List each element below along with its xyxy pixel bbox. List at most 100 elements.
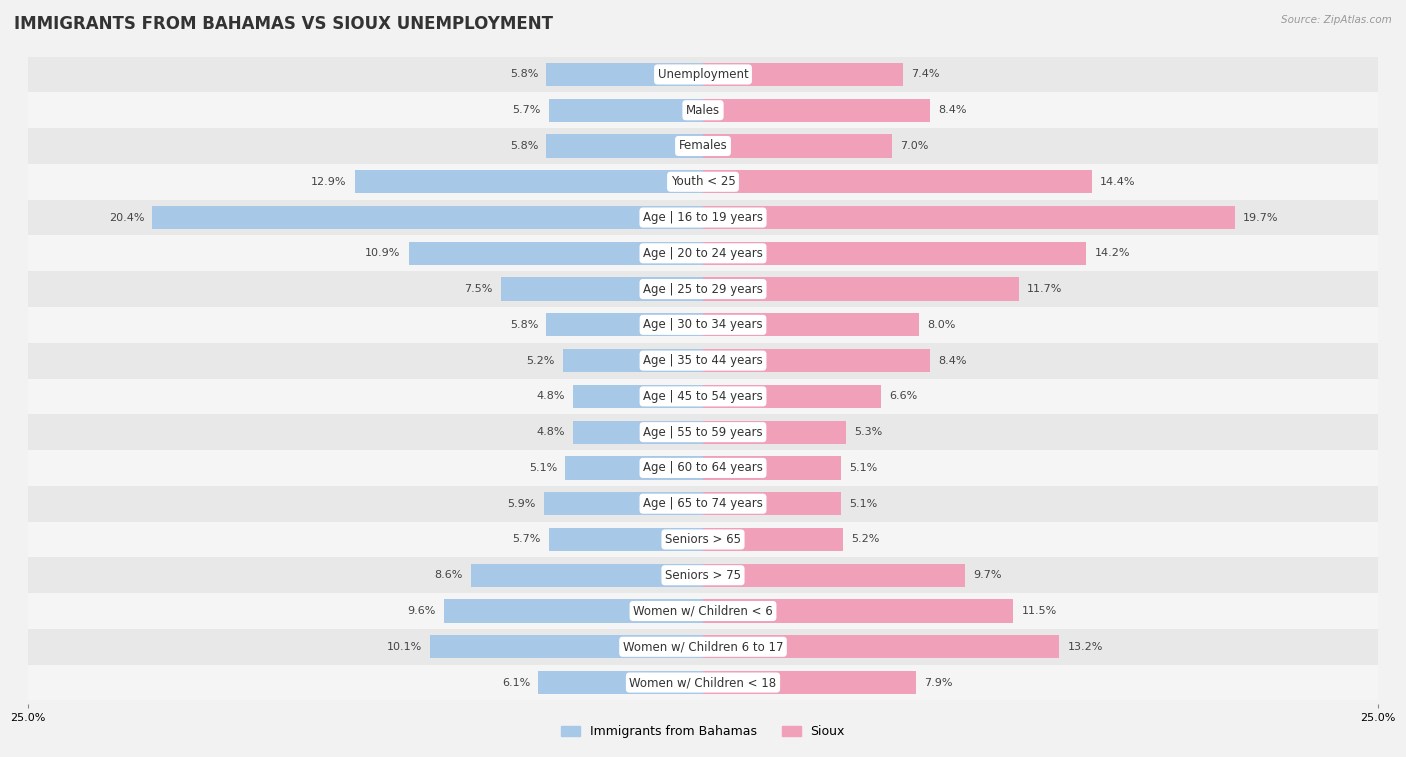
Text: 7.5%: 7.5% [464,284,492,294]
Text: 5.8%: 5.8% [510,141,538,151]
FancyBboxPatch shape [28,593,1378,629]
FancyBboxPatch shape [28,57,1378,92]
Text: 9.6%: 9.6% [408,606,436,616]
Text: IMMIGRANTS FROM BAHAMAS VS SIOUX UNEMPLOYMENT: IMMIGRANTS FROM BAHAMAS VS SIOUX UNEMPLO… [14,15,553,33]
Text: Women w/ Children 6 to 17: Women w/ Children 6 to 17 [623,640,783,653]
Bar [703,492,841,516]
Bar [703,600,1014,622]
Text: Age | 65 to 74 years: Age | 65 to 74 years [643,497,763,510]
Bar [574,421,703,444]
Text: 11.7%: 11.7% [1026,284,1063,294]
Bar [471,564,703,587]
Bar [550,528,703,551]
FancyBboxPatch shape [28,486,1378,522]
Bar [547,135,703,157]
Bar [703,206,1234,229]
Text: Unemployment: Unemployment [658,68,748,81]
Text: Seniors > 75: Seniors > 75 [665,569,741,581]
Text: Age | 16 to 19 years: Age | 16 to 19 years [643,211,763,224]
Text: Women w/ Children < 18: Women w/ Children < 18 [630,676,776,689]
FancyBboxPatch shape [28,450,1378,486]
Bar [703,385,882,408]
FancyBboxPatch shape [28,307,1378,343]
Text: 5.7%: 5.7% [513,105,541,115]
FancyBboxPatch shape [28,378,1378,414]
Text: 4.8%: 4.8% [537,391,565,401]
Text: 7.0%: 7.0% [900,141,928,151]
Bar [547,63,703,86]
Text: 5.8%: 5.8% [510,70,538,79]
Bar [409,241,703,265]
Bar [703,671,917,694]
Text: Youth < 25: Youth < 25 [671,176,735,188]
Bar [703,349,929,372]
FancyBboxPatch shape [28,235,1378,271]
Text: Age | 25 to 29 years: Age | 25 to 29 years [643,282,763,295]
FancyBboxPatch shape [28,164,1378,200]
Text: 5.8%: 5.8% [510,320,538,330]
Bar [703,98,929,122]
Text: Age | 60 to 64 years: Age | 60 to 64 years [643,462,763,475]
Bar [562,349,703,372]
Text: Age | 55 to 59 years: Age | 55 to 59 years [643,425,763,438]
Text: 11.5%: 11.5% [1022,606,1057,616]
Text: Age | 45 to 54 years: Age | 45 to 54 years [643,390,763,403]
FancyBboxPatch shape [28,414,1378,450]
Bar [703,528,844,551]
Text: 8.6%: 8.6% [434,570,463,580]
Legend: Immigrants from Bahamas, Sioux: Immigrants from Bahamas, Sioux [555,721,851,743]
FancyBboxPatch shape [28,557,1378,593]
Text: 5.1%: 5.1% [849,463,877,473]
Text: 6.1%: 6.1% [502,678,530,687]
FancyBboxPatch shape [28,200,1378,235]
Text: 14.4%: 14.4% [1099,177,1135,187]
Bar [703,241,1087,265]
Bar [354,170,703,193]
Text: 19.7%: 19.7% [1243,213,1278,223]
Text: 8.4%: 8.4% [938,105,966,115]
Bar [430,635,703,659]
Text: 9.7%: 9.7% [973,570,1001,580]
Text: 5.9%: 5.9% [508,499,536,509]
Text: Women w/ Children < 6: Women w/ Children < 6 [633,605,773,618]
Text: Seniors > 65: Seniors > 65 [665,533,741,546]
FancyBboxPatch shape [28,128,1378,164]
FancyBboxPatch shape [28,271,1378,307]
Bar [703,63,903,86]
Bar [703,421,846,444]
Text: Age | 20 to 24 years: Age | 20 to 24 years [643,247,763,260]
Text: 5.3%: 5.3% [855,427,883,437]
Text: Females: Females [679,139,727,152]
Bar [544,492,703,516]
Text: 13.2%: 13.2% [1067,642,1102,652]
Text: 5.2%: 5.2% [526,356,554,366]
Text: 4.8%: 4.8% [537,427,565,437]
Bar [703,278,1019,301]
Text: 5.2%: 5.2% [852,534,880,544]
Bar [565,456,703,479]
Bar [703,135,891,157]
Bar [703,170,1091,193]
Bar [703,564,965,587]
Text: 8.4%: 8.4% [938,356,966,366]
Bar [574,385,703,408]
Text: 5.7%: 5.7% [513,534,541,544]
Text: Source: ZipAtlas.com: Source: ZipAtlas.com [1281,15,1392,25]
Text: 5.1%: 5.1% [849,499,877,509]
Text: Age | 30 to 34 years: Age | 30 to 34 years [643,319,763,332]
Bar [152,206,703,229]
FancyBboxPatch shape [28,92,1378,128]
Bar [538,671,703,694]
Bar [703,456,841,479]
FancyBboxPatch shape [28,665,1378,700]
Text: 7.4%: 7.4% [911,70,939,79]
Text: 14.2%: 14.2% [1094,248,1130,258]
Text: Age | 35 to 44 years: Age | 35 to 44 years [643,354,763,367]
Bar [444,600,703,622]
Text: 10.9%: 10.9% [366,248,401,258]
Text: 20.4%: 20.4% [108,213,145,223]
FancyBboxPatch shape [28,522,1378,557]
FancyBboxPatch shape [28,343,1378,378]
Text: 10.1%: 10.1% [387,642,422,652]
Text: 5.1%: 5.1% [529,463,557,473]
